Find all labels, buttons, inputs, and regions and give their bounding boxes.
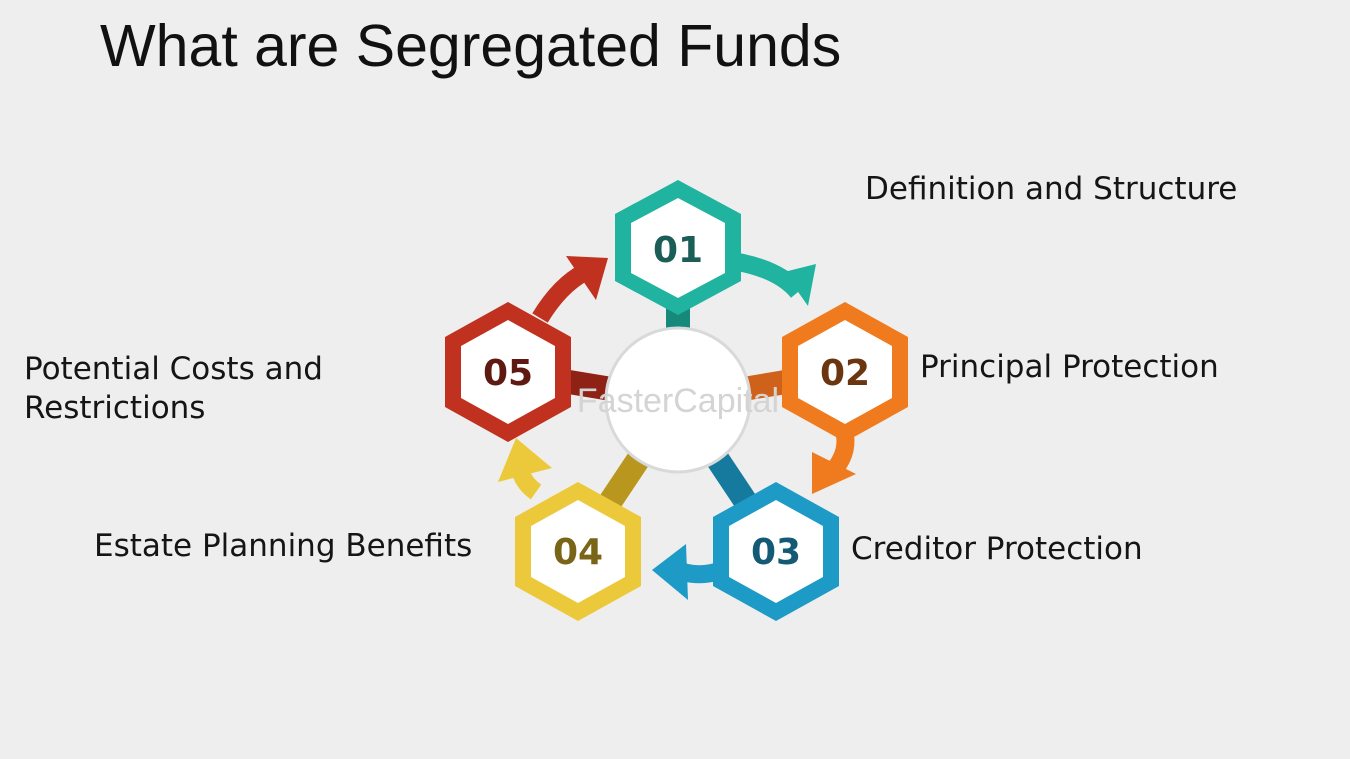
- watermark-text: FasterCapital: [577, 382, 779, 420]
- step-number-01: 01: [653, 230, 703, 271]
- step-label-03: Creditor Protection: [851, 531, 1143, 567]
- arrow-02-to-03: [812, 433, 856, 494]
- step-label-02: Principal Protection: [920, 349, 1219, 385]
- step-label-04: Estate Planning Benefits: [94, 528, 473, 564]
- hexagon-03: 03: [713, 482, 839, 621]
- slide-title: What are Segregated Funds: [100, 13, 842, 79]
- arrow-04-to-05: [498, 438, 552, 500]
- arrow-01-to-02: [736, 253, 816, 306]
- step-number-03: 03: [751, 532, 801, 573]
- hexagon-02: 02: [782, 302, 908, 442]
- step-label-05: Potential Costs and Restrictions: [24, 351, 323, 426]
- hexagon-04: 04: [515, 482, 641, 621]
- step-number-02: 02: [820, 353, 870, 394]
- hexagon-01: 01: [615, 180, 741, 315]
- center-circle: [604, 326, 752, 474]
- step-label-01: Definition and Structure: [865, 171, 1238, 207]
- arrow-05-to-01: [532, 256, 608, 323]
- step-number-05: 05: [483, 353, 533, 394]
- step-number-04: 04: [553, 532, 603, 573]
- hexagon-05: 05: [445, 302, 571, 442]
- arrow-03-to-04: [652, 544, 719, 600]
